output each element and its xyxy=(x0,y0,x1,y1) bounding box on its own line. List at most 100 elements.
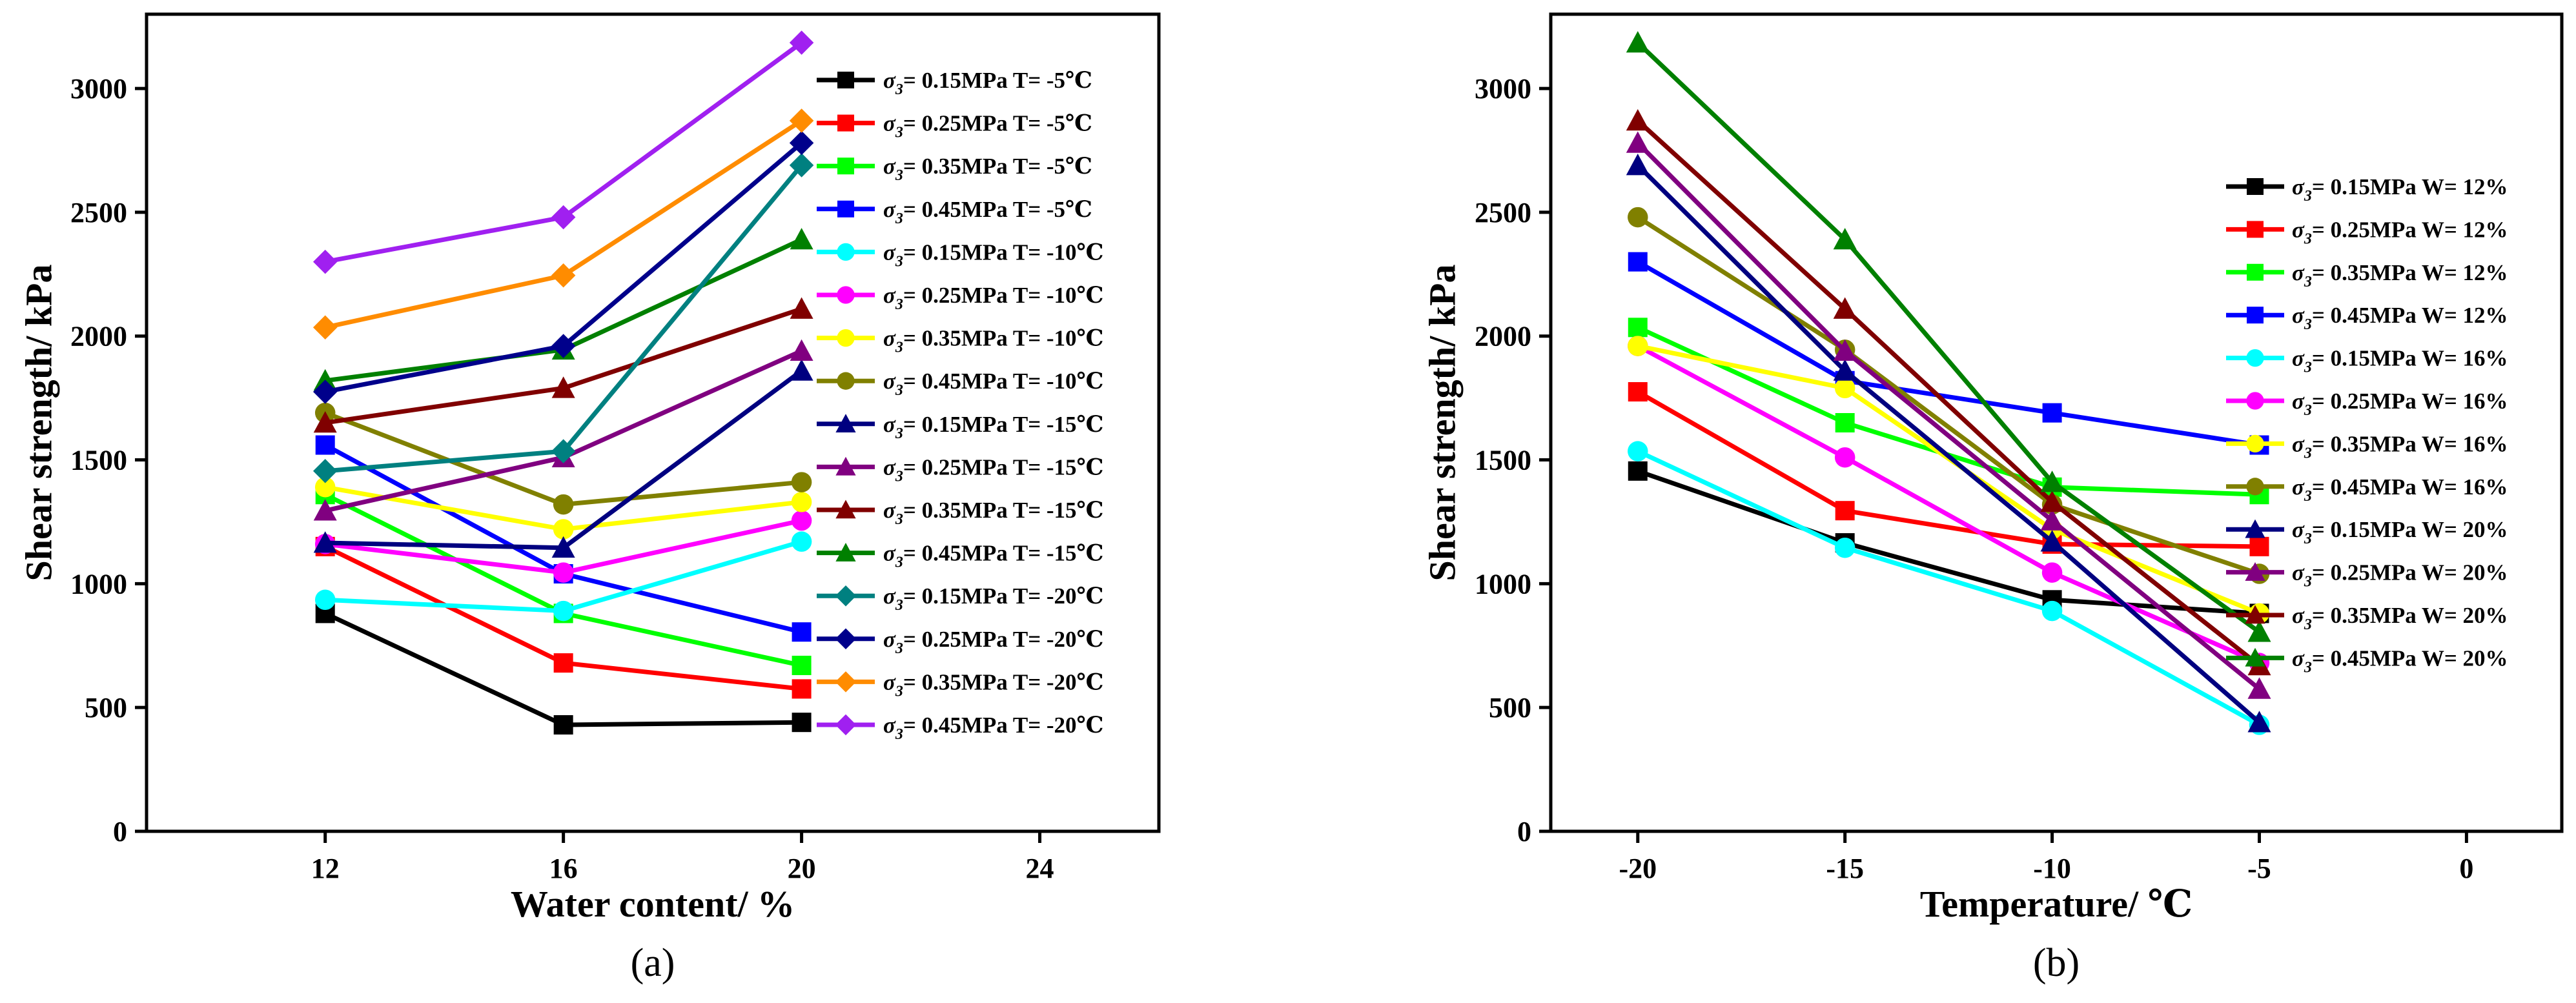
series-3-0-15mpa-w-20 xyxy=(1626,154,2271,733)
legend-marker xyxy=(2247,178,2264,195)
legend-rest: = 0.45MPa W= 20% xyxy=(2312,645,2508,671)
data-point xyxy=(551,536,575,558)
data-point xyxy=(314,589,336,611)
legend-item: σ3= 0.15MPa T= -5℃ xyxy=(817,68,1092,98)
legend-sigma: σ xyxy=(2292,346,2305,371)
data-point xyxy=(553,715,573,735)
legend-sigma: σ xyxy=(883,454,896,480)
legend-subscript: 3 xyxy=(895,296,903,313)
data-point xyxy=(312,315,338,340)
legend-sigma: σ xyxy=(2292,517,2305,542)
plot-frame xyxy=(1549,12,2564,833)
series-3-0-25mpa-t-20 xyxy=(312,130,814,404)
x-tick-label: 16 xyxy=(549,853,578,884)
data-point xyxy=(1628,252,1648,272)
data-point xyxy=(1833,228,1857,250)
data-point xyxy=(312,249,338,274)
y-tick-label: 1000 xyxy=(1475,568,1531,600)
data-point xyxy=(313,531,337,553)
data-point xyxy=(551,376,575,398)
data-point xyxy=(791,510,812,531)
legend-sigma: σ xyxy=(883,283,896,308)
legend-item: σ3= 0.15MPa T= -15℃ xyxy=(817,412,1103,442)
legend-rest: = 0.45MPa T= -10℃ xyxy=(903,369,1104,394)
legend-label: σ3= 0.15MPa W= 16% xyxy=(2292,346,2508,376)
data-point xyxy=(1833,339,1857,361)
x-axis-title: Water content/ % xyxy=(511,883,795,925)
legend-marker xyxy=(2247,307,2264,324)
series-3-0-35mpa-t-10 xyxy=(314,476,812,540)
data-point xyxy=(1835,413,1855,432)
legend-item: σ3= 0.45MPa T= -20℃ xyxy=(817,713,1103,743)
legend-item: σ3= 0.35MPa T= -15℃ xyxy=(817,498,1103,528)
legend-sigma: σ xyxy=(2292,431,2305,456)
x-tick-label: -20 xyxy=(1619,853,1657,884)
series-3-0-25mpa-t-15 xyxy=(313,339,813,521)
y-tick-label: 500 xyxy=(85,692,127,724)
legend-label: σ3= 0.15MPa T= -5℃ xyxy=(883,68,1092,98)
legend-rest: = 0.35MPa W= 12% xyxy=(2312,260,2508,285)
legend-label: σ3= 0.25MPa T= -15℃ xyxy=(883,454,1103,485)
data-point xyxy=(2041,600,2063,622)
data-point xyxy=(1628,382,1648,402)
legend-subscript: 3 xyxy=(2304,188,2312,205)
legend-subscript: 3 xyxy=(895,167,903,184)
data-point xyxy=(2042,403,2062,423)
series-3-0-15mpa-w-16 xyxy=(1628,441,2270,735)
legend-rest: = 0.35MPa W= 20% xyxy=(2312,603,2508,628)
legend-rest: = 0.35MPa T= -10℃ xyxy=(903,326,1104,351)
legend-subscript: 3 xyxy=(895,511,903,528)
legend-marker xyxy=(835,714,857,736)
series-line xyxy=(1636,119,2261,667)
legend-rest: = 0.35MPa T= -15℃ xyxy=(903,498,1104,523)
legend-subscript: 3 xyxy=(895,382,903,399)
series-line xyxy=(1636,141,2261,691)
chart-panel-a: 0 500 1000 1500 2000 2500 3000 12 16 20 24 Water co… xyxy=(17,12,1161,985)
series-line xyxy=(1636,163,2261,724)
legend-label: σ3= 0.35MPa T= -5℃ xyxy=(883,154,1092,184)
series-3-0-15mpa-t-10 xyxy=(314,531,812,622)
legend-item: σ3= 0.35MPa W= 12% xyxy=(2226,260,2508,290)
legend-marker xyxy=(835,543,856,562)
data-point xyxy=(792,679,812,699)
legend-sigma: σ xyxy=(2292,389,2305,414)
legend-item: σ3= 0.25MPa T= -5℃ xyxy=(817,111,1092,141)
legend-marker xyxy=(837,243,855,261)
legend-subscript: 3 xyxy=(895,125,903,141)
legend-marker xyxy=(835,414,856,433)
legend-label: σ3= 0.15MPa T= -20℃ xyxy=(883,583,1103,614)
x-tick-label: 12 xyxy=(311,853,340,884)
legend-marker xyxy=(837,372,855,390)
y-tick-label: 1500 xyxy=(1475,445,1531,476)
legend-item: σ3= 0.45MPa W= 12% xyxy=(2226,303,2508,333)
legend-subscript: 3 xyxy=(895,683,903,700)
legend-rest: = 0.15MPa T= -10℃ xyxy=(903,239,1104,265)
legend-marker xyxy=(837,157,854,175)
legend-subscript: 3 xyxy=(895,210,903,227)
y-tick-label: 3000 xyxy=(70,73,127,105)
legend-rest: = 0.25MPa W= 16% xyxy=(2312,389,2508,414)
legend-subscript: 3 xyxy=(895,339,903,356)
data-point xyxy=(792,622,812,642)
legend: σ3= 0.15MPa W= 12%σ3= 0.25MPa W= 12%σ3= … xyxy=(2226,174,2508,676)
legend-subscript: 3 xyxy=(895,253,903,270)
legend-item: σ3= 0.15MPa W= 20% xyxy=(2226,517,2508,547)
data-point xyxy=(2247,711,2271,733)
legend-sigma: σ xyxy=(883,369,896,394)
legend-item: σ3= 0.15MPa W= 16% xyxy=(2226,346,2508,376)
legend-subscript: 3 xyxy=(2304,316,2312,333)
data-point xyxy=(792,713,812,733)
legend-rest: = 0.45MPa T= -5℃ xyxy=(903,197,1092,222)
y-axis-title: Shear strength/ kPa xyxy=(1421,265,1463,582)
data-point xyxy=(791,531,812,552)
legend-marker xyxy=(2246,478,2264,496)
data-point xyxy=(2249,536,2269,556)
legend-subscript: 3 xyxy=(895,468,903,485)
series-line xyxy=(1636,215,2260,576)
series-3-0-15mpa-t-15 xyxy=(313,359,813,558)
legend-rest: = 0.15MPa T= -20℃ xyxy=(903,583,1104,609)
legend-item: σ3= 0.25MPa T= -15℃ xyxy=(817,454,1103,485)
legend-marker xyxy=(837,114,854,132)
data-point xyxy=(1834,447,1855,468)
